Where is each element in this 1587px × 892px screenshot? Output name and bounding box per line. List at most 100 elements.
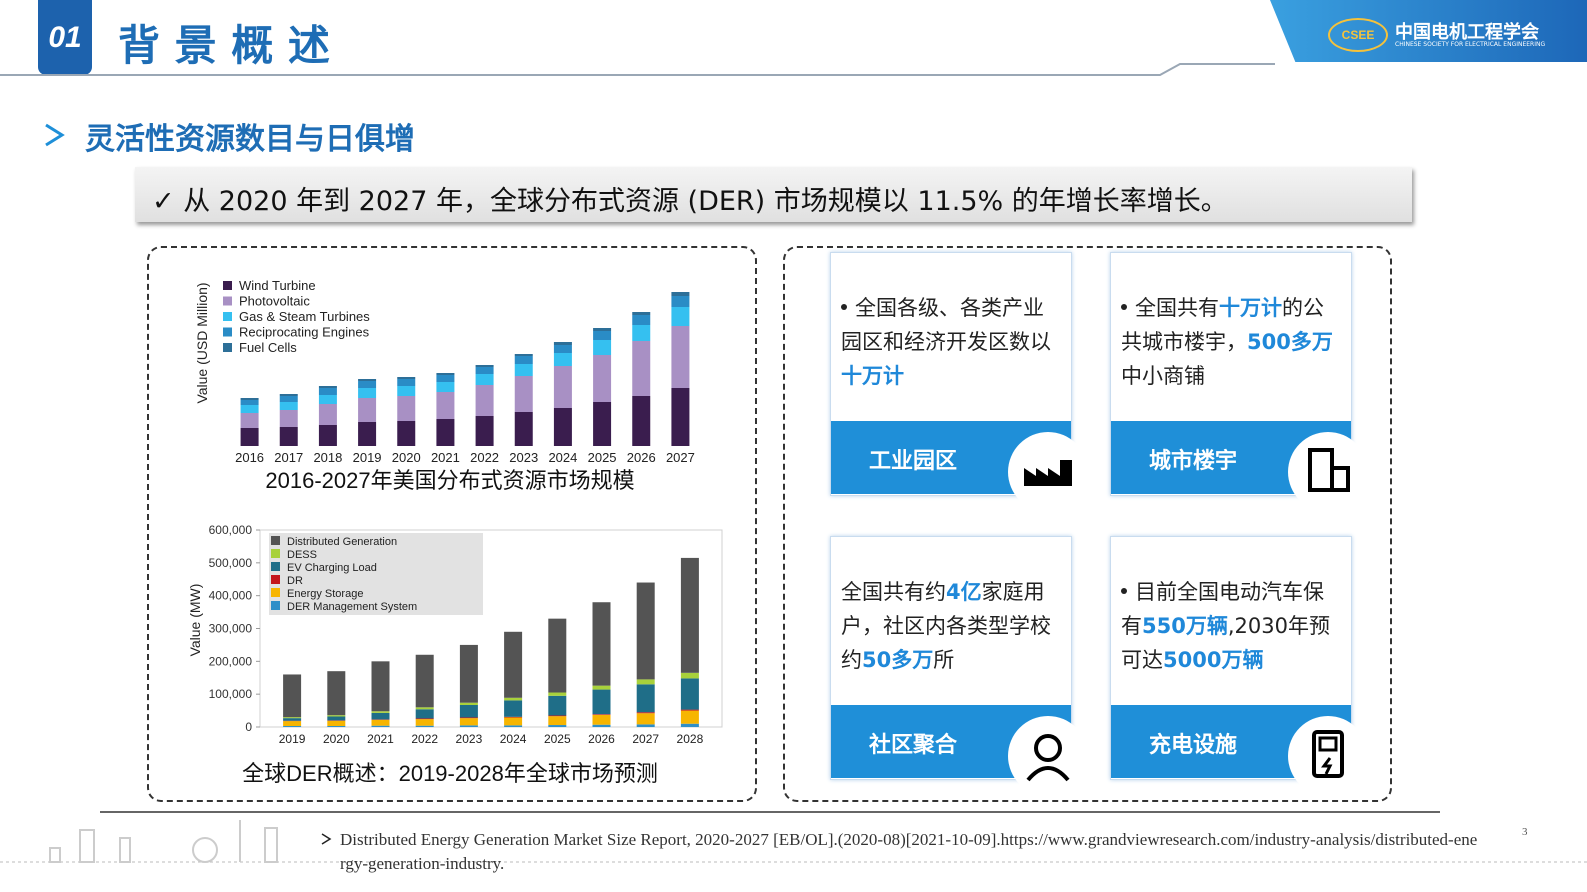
bar-segment	[415, 654, 434, 708]
bar-segment	[459, 705, 478, 718]
bar-segment	[475, 367, 494, 374]
bar-segment	[279, 396, 298, 402]
bar-segment	[514, 356, 533, 364]
legend-label: Reciprocating Engines	[239, 325, 370, 340]
bar-segment	[553, 366, 572, 408]
bar-segment	[593, 328, 612, 331]
bar-segment	[371, 711, 390, 713]
bar-segment	[283, 717, 302, 719]
card-text: 全国共有十万计的公共城市楼宇，500多万中小商铺	[1121, 291, 1343, 393]
card-text-part: 家庭用户，社区内各类型学校约	[841, 580, 1051, 672]
y-tick-label: 0	[245, 720, 252, 734]
footer-art	[0, 811, 1587, 863]
x-tick-label: 2016	[235, 450, 264, 465]
bar-segment	[548, 715, 567, 717]
bar-segment	[279, 410, 298, 427]
bar-segment	[671, 292, 690, 296]
bar-segment	[415, 707, 434, 710]
legend-swatch	[271, 536, 280, 545]
x-tick-label: 2026	[627, 450, 656, 465]
bullet	[1121, 304, 1127, 310]
legend-label: Wind Turbine	[239, 278, 316, 293]
bar-segment	[504, 717, 523, 726]
bar-segment	[318, 386, 337, 388]
subtitle: 灵活性资源数目与日俱增	[85, 122, 415, 157]
x-tick-label: 2021	[367, 732, 394, 746]
card-text-part: 全国各级、各类产业园区和经济开发区数以	[841, 296, 1051, 354]
bar-segment	[358, 381, 377, 388]
card-icon	[1288, 432, 1368, 512]
bar-segment	[680, 723, 699, 727]
chart-frame	[147, 246, 757, 802]
cards-frame	[783, 246, 1392, 802]
x-tick-label: 2023	[456, 732, 483, 746]
legend-swatch	[271, 588, 280, 597]
bar-segment	[327, 726, 346, 727]
bar-segment	[436, 373, 455, 375]
bar-segment	[459, 718, 478, 726]
bar-segment	[548, 716, 567, 726]
footnote: Distributed Energy Generation Market Siz…	[340, 830, 1478, 873]
x-tick-label: 2026	[588, 732, 615, 746]
bar-segment	[415, 719, 434, 726]
bar-segment	[514, 354, 533, 356]
y-tick-label: 200,000	[209, 654, 253, 668]
bar-segment	[318, 425, 337, 446]
card-icon	[1008, 716, 1088, 796]
bar-segment	[283, 726, 302, 727]
bar-segment	[358, 388, 377, 398]
bar-segment	[436, 375, 455, 382]
bar-segment	[548, 695, 567, 716]
bullet	[841, 304, 847, 310]
bar-segment	[593, 355, 612, 402]
bar-segment	[327, 716, 346, 721]
bar-segment	[514, 412, 533, 446]
bar-segment	[279, 394, 298, 396]
bar-segment	[240, 398, 259, 400]
bar-segment	[459, 717, 478, 719]
bar-segment	[397, 379, 416, 386]
bar-segment	[415, 725, 434, 727]
bar-segment	[504, 631, 523, 698]
highlight-text: 4亿	[946, 580, 982, 604]
bar-segment	[371, 719, 390, 726]
legend-label: DR	[287, 575, 303, 587]
highlight-text: 50多万	[862, 648, 934, 672]
logo-badge: CSEE	[1328, 18, 1388, 52]
y-tick-label: 400,000	[209, 589, 253, 603]
legend-label: Energy Storage	[287, 588, 363, 600]
bar-segment	[475, 374, 494, 385]
y-tick-label: 100,000	[209, 687, 253, 701]
card: 目前全国电动汽车保有550万辆,2030年预可达5000万辆 充电设施	[1110, 536, 1352, 780]
arrow-icon	[45, 123, 65, 147]
card-label: 充电设施	[1149, 733, 1238, 758]
banner-text: ✓ 从 2020 年到 2027 年，全球分布式资源 (DER) 市场规模以 1…	[152, 186, 1228, 217]
highlight-text: 十万计	[1219, 296, 1282, 320]
x-tick-label: 2027	[666, 450, 695, 465]
x-tick-label: 2018	[313, 450, 342, 465]
bar-segment	[632, 315, 651, 325]
bar-segment	[283, 718, 302, 721]
bar-segment	[504, 697, 523, 701]
bar-segment	[504, 716, 523, 718]
bar-segment	[548, 618, 567, 693]
bar-segment	[459, 702, 478, 706]
legend-label: Photovoltaic	[239, 294, 310, 309]
section-title: 背 景 概 述	[118, 21, 330, 70]
bar-segment	[632, 312, 651, 315]
header-rule	[0, 63, 1275, 76]
chart-title: 全球DER概述：2019-2028年全球市场预测	[242, 761, 658, 786]
bar-segment	[680, 709, 699, 711]
y-tick-label: 600,000	[209, 523, 253, 537]
chart: 0 100,000 200,000 300,000 400,000 500,000 600,…	[187, 523, 723, 786]
card-label: 社区聚合	[869, 733, 958, 758]
bar-segment	[636, 679, 655, 685]
bar-segment	[593, 331, 612, 340]
bar-segment	[671, 388, 690, 446]
bar-segment	[553, 342, 572, 345]
bar-segment	[593, 340, 612, 355]
x-tick-label: 2028	[677, 732, 704, 746]
bar-segment	[592, 714, 611, 715]
card-text: 全国各级、各类产业园区和经济开发区数以十万计	[841, 291, 1063, 393]
bar-segment	[553, 408, 572, 446]
